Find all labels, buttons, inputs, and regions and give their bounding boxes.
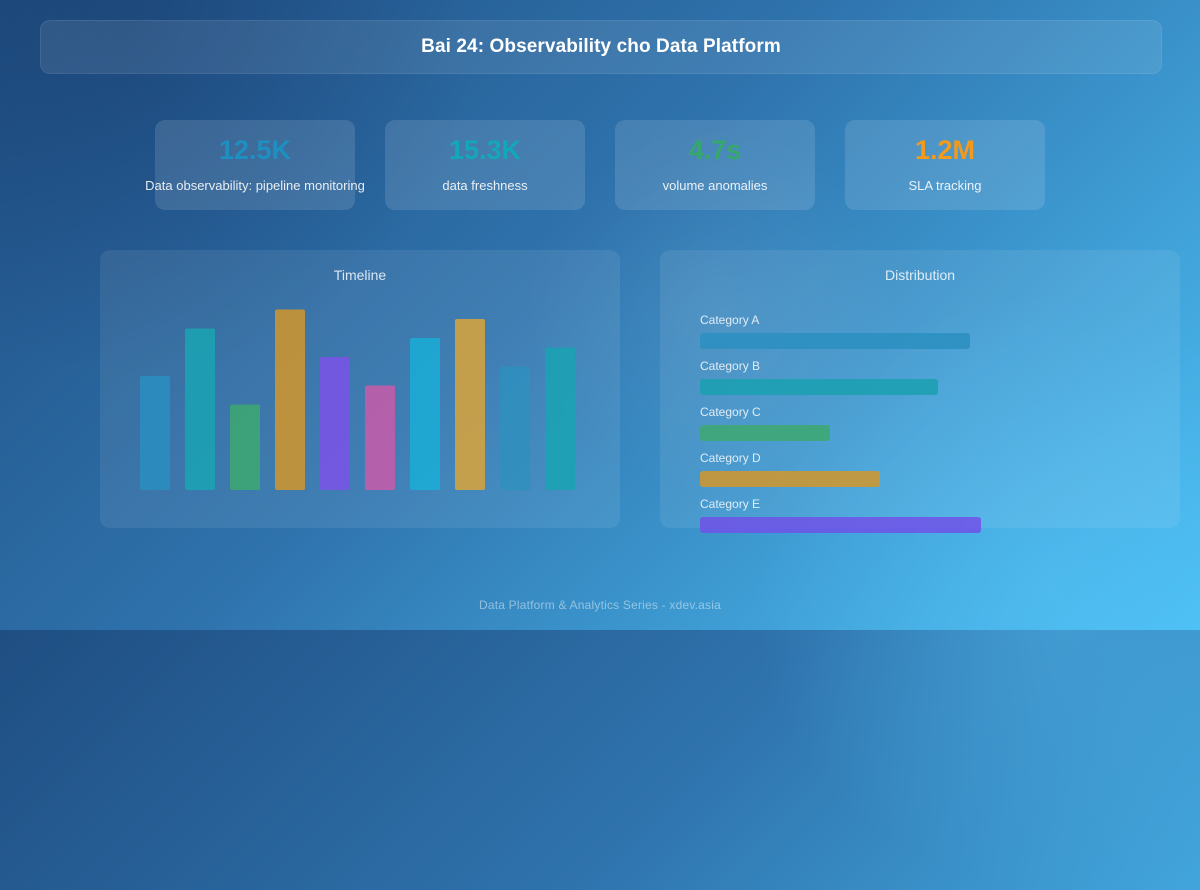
timeline-bar-3	[230, 404, 260, 490]
timeline-bar-9	[500, 366, 530, 490]
stat-value: 4.7s	[688, 135, 742, 165]
category-label: Category A	[700, 313, 760, 327]
timeline-bar-4	[275, 309, 305, 490]
timeline-bar-5	[320, 357, 350, 490]
stat-value: 1.2M	[914, 135, 976, 165]
distribution-bar-e	[700, 517, 981, 533]
category-label: Category D	[700, 451, 761, 465]
stat-value: 15.3K	[448, 135, 522, 165]
category-label: Category E	[700, 497, 761, 511]
distribution-bar-c	[700, 425, 830, 441]
timeline-bar-1	[140, 376, 170, 490]
page-title: Bai 24: Observability cho Data Platform	[421, 36, 781, 57]
distribution-bar-d	[700, 471, 880, 487]
stat-label: SLA tracking	[908, 178, 982, 193]
stats-row: 12.5K Data observability: pipeline monit…	[0, 120, 1200, 210]
distribution-bar-b	[700, 379, 938, 395]
timeline-chart	[140, 309, 575, 490]
stat-card-pipeline-monitoring: 12.5K Data observability: pipeline monit…	[145, 120, 365, 210]
distribution-row-a: Category A	[700, 313, 1160, 359]
distribution-row-c: Category C	[700, 405, 1160, 451]
timeline-bar-7	[410, 338, 440, 490]
stat-label: data freshness	[442, 178, 528, 193]
stat-card-volume-anomalies: 4.7s volume anomalies	[615, 120, 815, 210]
category-label: Category B	[700, 359, 761, 373]
stat-value: 12.5K	[218, 135, 292, 165]
stat-card-sla-tracking: 1.2M SLA tracking	[845, 120, 1045, 210]
distribution-panel: Distribution Category A Category B Categ…	[660, 250, 1180, 533]
header-bar: Bai 24: Observability cho Data Platform	[40, 20, 1162, 74]
distribution-row-b: Category B	[700, 359, 1160, 405]
timeline-bar-6	[365, 385, 395, 490]
stat-label: volume anomalies	[662, 178, 768, 193]
distribution-bar-a	[700, 333, 970, 349]
distribution-row-d: Category D	[700, 451, 1160, 497]
distribution-row-e: Category E	[700, 497, 1160, 543]
footer-text: Data Platform & Analytics Series - xdev.…	[478, 598, 721, 612]
timeline-bar-10	[545, 347, 575, 490]
timeline-panel: Timeline	[100, 250, 620, 528]
category-label: Category C	[700, 405, 761, 419]
timeline-bar-8	[455, 319, 485, 490]
stat-card-data-freshness: 15.3K data freshness	[385, 120, 585, 210]
timeline-bar-2	[185, 328, 215, 490]
stat-label: Data observability: pipeline monitoring	[145, 178, 365, 193]
distribution-title: Distribution	[884, 267, 956, 283]
timeline-title: Timeline	[333, 267, 387, 283]
